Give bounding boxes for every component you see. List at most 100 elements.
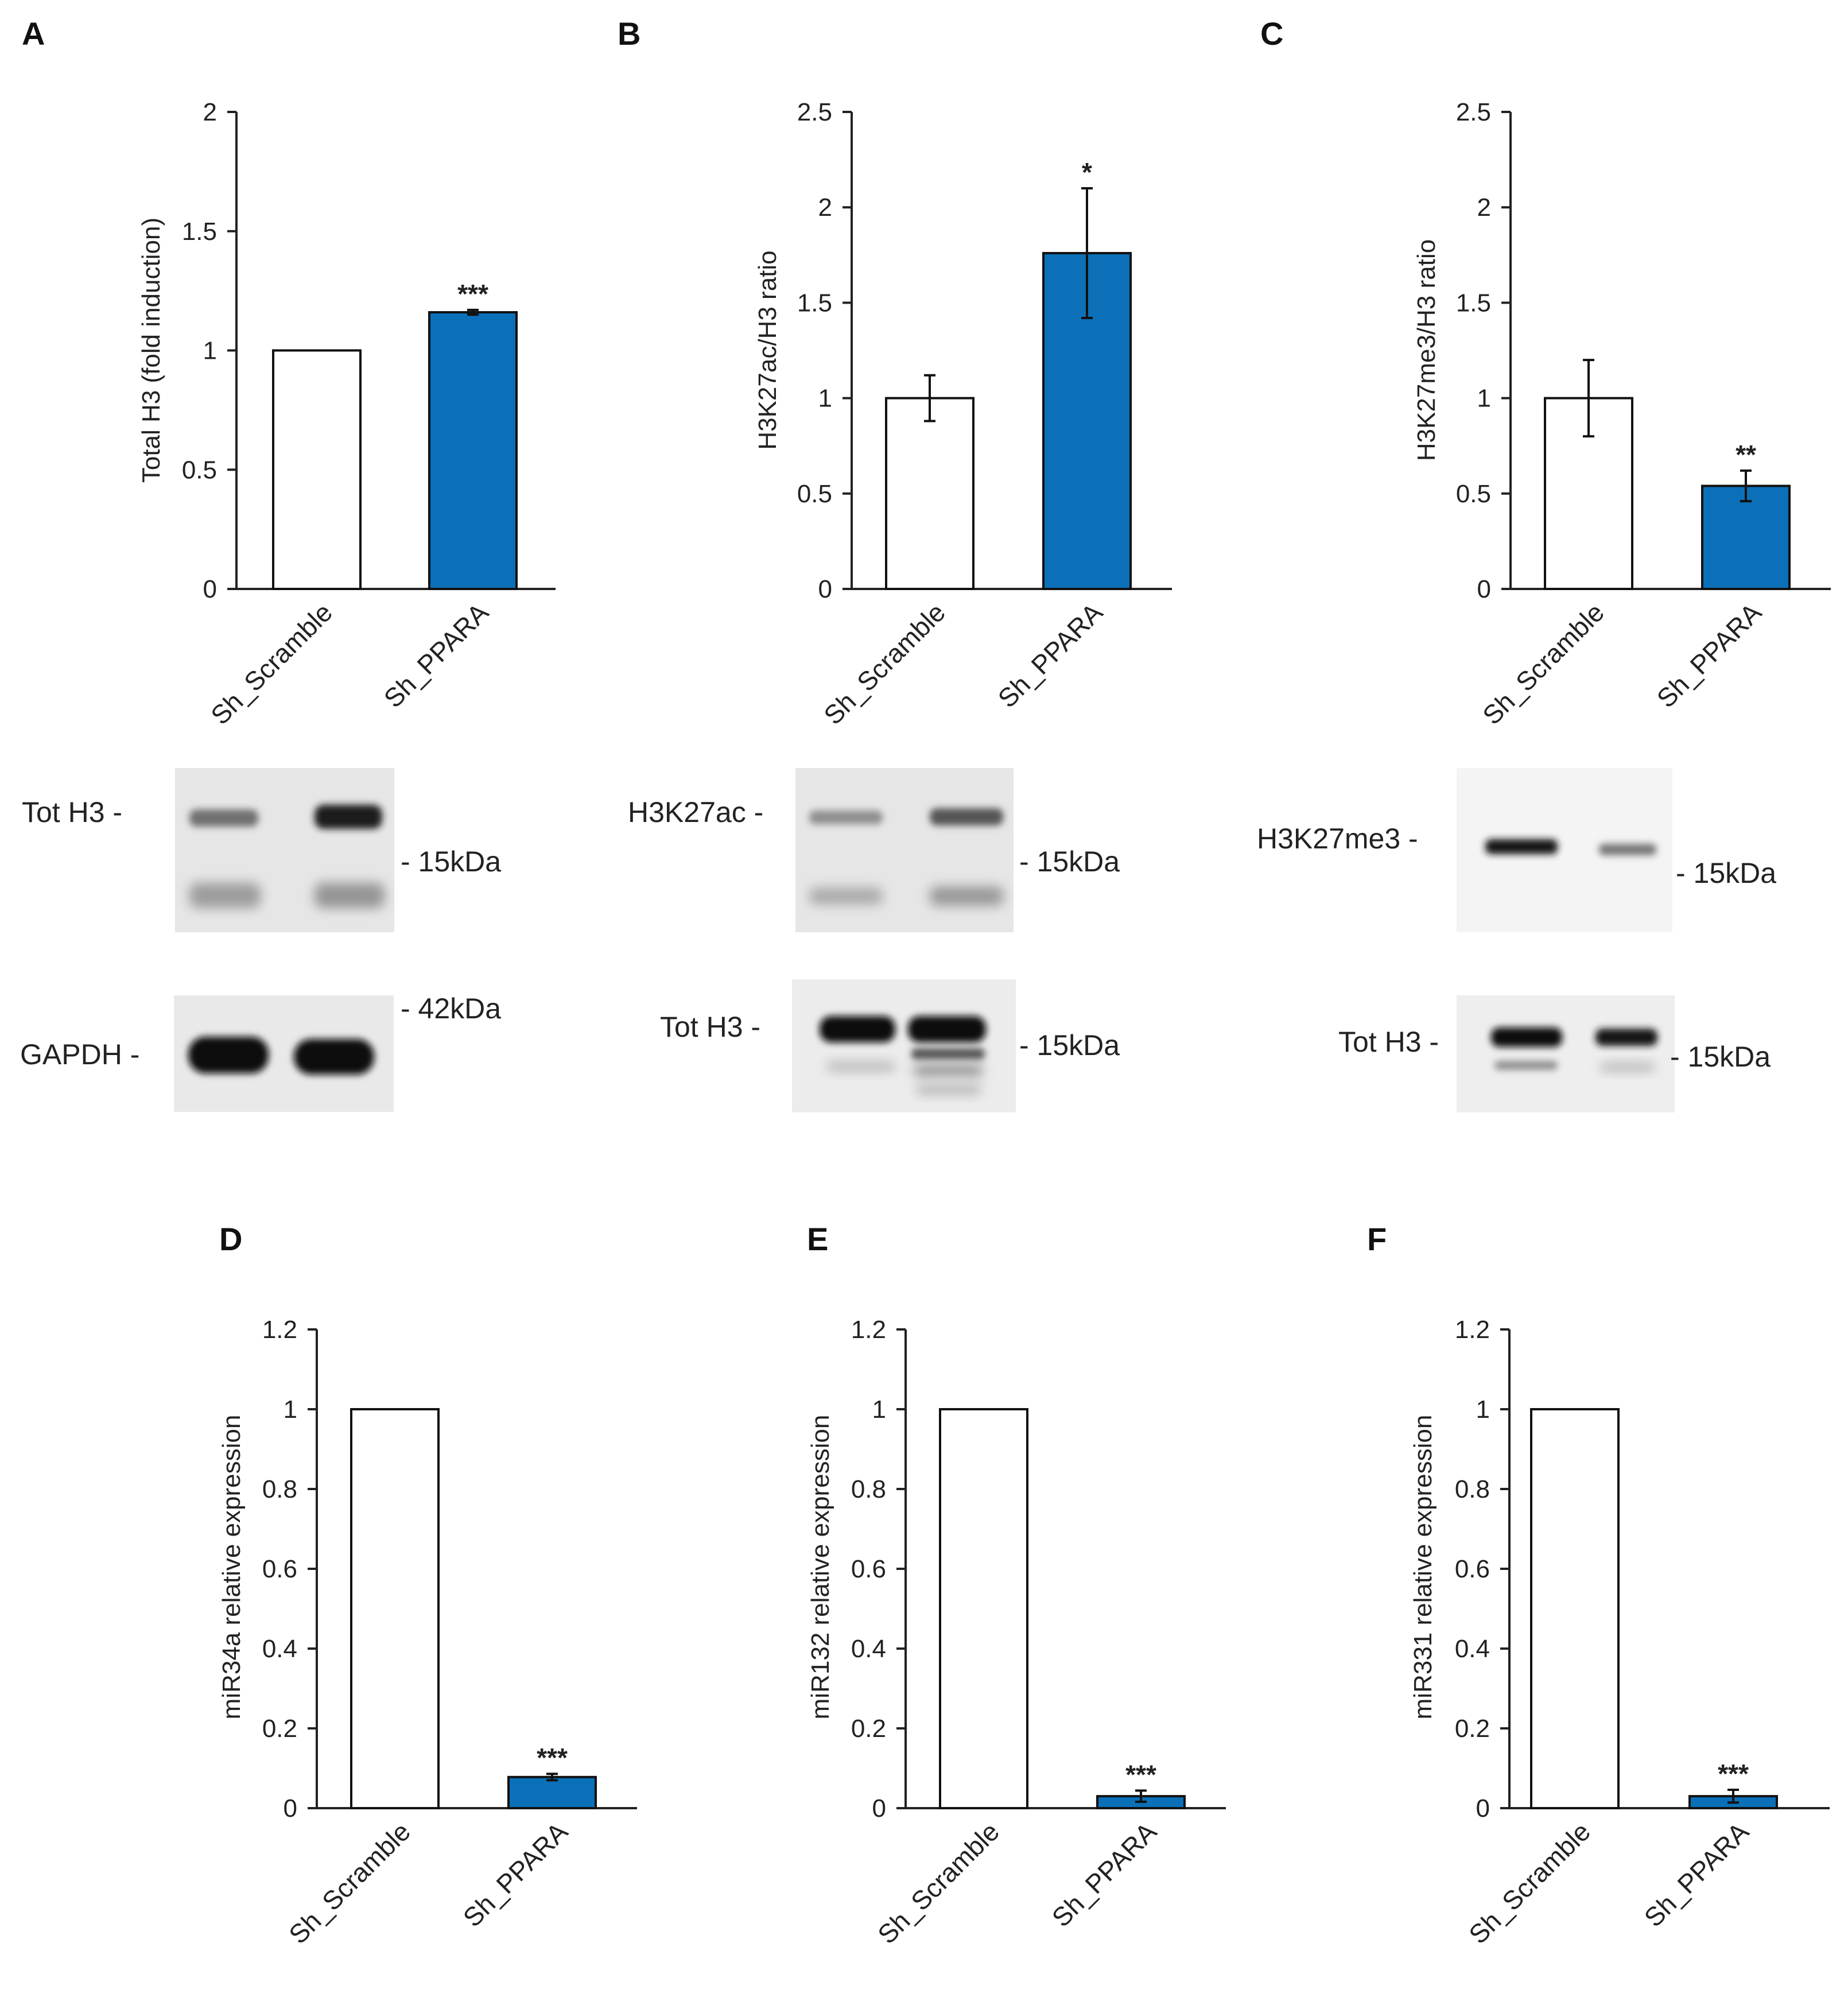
y-tick-label-d: 0.4 [262,1635,297,1663]
y-tick-label-a: 1 [203,337,217,365]
category-label-d: Sh_PPARA [457,1816,574,1933]
chart-b: 0 0.5 1 1.5 2 2.5 H3K27ac/H3 ratio Sh_Scramble *… [754,98,1172,730]
y-axis-label-e: miR132 relative expression [806,1415,834,1720]
y-tick-label-f: 1.2 [1455,1316,1490,1344]
panel-label-e: E [807,1221,828,1257]
category-label-b: Sh_Scramble [818,597,951,730]
y-tick-label-f: 0.8 [1455,1475,1490,1503]
y-tick-label-e: 1.2 [851,1316,886,1344]
y-tick-label-f: 1 [1476,1395,1490,1424]
y-tick-label-d: 1 [284,1395,297,1424]
category-label-a: Sh_PPARA [378,597,495,714]
y-tick-label-a: 1.5 [182,218,217,246]
significance-c: ** [1736,440,1756,470]
y-tick-label-a: 0.5 [182,456,217,484]
y-tick-label-e: 0 [872,1794,886,1823]
blot-b-lower-marker: - 15kDa [1019,1029,1120,1061]
y-axis-label-f: miR331 relative expression [1409,1415,1437,1720]
y-tick-label-d: 0.6 [262,1555,297,1583]
category-label-b: Sh_PPARA [992,597,1109,714]
y-tick-label-e: 0.6 [851,1555,886,1583]
chart-a: 0 0.5 1 1.5 2 Total H3 (fold induction) Sh_Scr… [137,98,556,730]
y-tick-label-e: 0.4 [851,1635,886,1663]
significance-d: *** [537,1743,568,1773]
blot-a-upper-label: Tot H3 - [22,796,122,828]
y-tick-label-e: 0.2 [851,1715,886,1743]
y-tick-label-d: 0 [284,1794,297,1823]
bar-e-scramble [939,1408,1028,1809]
blot-b-upper-marker: - 15kDa [1019,846,1120,878]
chart-d: 0 0.2 0.4 0.6 0.8 1 1.2 miR34a relative express… [218,1316,637,1949]
y-tick-label-e: 1 [872,1395,886,1424]
bar-d-ppara [507,1775,597,1810]
blot-b-lower-label: Tot H3 - [660,1011,760,1043]
y-tick-label-f: 0.6 [1455,1555,1490,1583]
bar-b-scramble [885,397,975,590]
blot-c-lower-label: Tot H3 - [1338,1026,1439,1058]
y-tick-label-b: 0.5 [797,480,832,508]
category-label-c: Sh_PPARA [1651,597,1768,714]
panel-label-b: B [618,15,640,52]
y-tick-label-c: 0 [1477,575,1491,603]
y-tick-label-b: 1 [818,385,832,413]
y-tick-label-c: 1.5 [1456,289,1491,317]
blot-c-upper [1457,768,1672,932]
blot-c-lower [1457,995,1675,1112]
blot-c-upper-label: H3K27me3 - [1257,823,1418,855]
y-axis-label-a: Total H3 (fold induction) [137,218,165,483]
y-tick-label-d: 1.2 [262,1316,297,1344]
category-label-e: Sh_PPARA [1046,1816,1163,1933]
y-tick-label-c: 2 [1477,193,1491,222]
category-label-c: Sh_Scramble [1477,597,1610,730]
y-tick-label-b: 1.5 [797,289,832,317]
blot-a-upper-marker: - 15kDa [401,846,501,878]
bar-f-scramble [1530,1408,1620,1809]
bar-b-ppara [1042,251,1132,590]
blot-a-upper [175,768,394,932]
bar-c-ppara [1701,484,1791,591]
panel-label-c: C [1260,15,1283,52]
significance-f: *** [1718,1759,1749,1789]
y-axis-label-b: H3K27ac/H3 ratio [754,250,782,449]
y-tick-label-b: 0 [818,575,832,603]
category-label-f: Sh_PPARA [1639,1816,1755,1933]
category-label-f: Sh_Scramble [1463,1816,1596,1949]
blot-a-lower-marker: - 42kDa [401,992,501,1025]
category-label-a: Sh_Scramble [205,597,338,730]
blot-c-lower-marker: - 15kDa [1670,1041,1771,1073]
significance-a: *** [457,279,488,309]
bar-d-scramble [350,1408,440,1809]
y-tick-label-f: 0.4 [1455,1635,1490,1663]
y-tick-label-b: 2 [818,193,832,222]
y-tick-label-f: 0 [1476,1794,1490,1823]
blot-b-upper-label: H3K27ac - [628,796,763,828]
blot-b-lower [792,979,1016,1112]
y-tick-label-b: 2.5 [797,98,832,126]
bar-a-ppara [428,311,518,591]
blot-a-lower-label: GAPDH - [20,1038,139,1071]
y-tick-label-c: 1 [1477,385,1491,413]
panel-label-d: D [219,1221,242,1257]
blot-a-lower [174,995,394,1112]
category-label-e: Sh_Scramble [872,1816,1005,1949]
significance-b: * [1082,157,1092,187]
y-axis-label-c: H3K27me3/H3 ratio [1412,239,1441,461]
y-axis-label-d: miR34a relative expression [218,1415,246,1720]
bar-a-scramble [272,349,362,590]
category-label-d: Sh_Scramble [283,1816,416,1949]
blot-b-upper [795,768,1014,932]
chart-f: 0 0.2 0.4 0.6 0.8 1 1.2 miR331 relative express… [1409,1316,1830,1949]
y-tick-label-d: 0.8 [262,1475,297,1503]
significance-e: *** [1125,1759,1156,1789]
y-tick-label-c: 0.5 [1456,480,1491,508]
chart-c: 0 0.5 1 1.5 2 2.5 H3K27me3/H3 ratio Sh_Scramble… [1412,98,1831,730]
y-tick-label-a: 0 [203,575,217,603]
y-tick-label-a: 2 [203,98,217,126]
y-tick-label-c: 2.5 [1456,98,1491,126]
blot-c-upper-marker: - 15kDa [1676,857,1776,889]
chart-e: 0 0.2 0.4 0.6 0.8 1 1.2 miR132 relative express… [806,1316,1226,1949]
y-tick-label-e: 0.8 [851,1475,886,1503]
panel-label-a: A [22,15,45,52]
panel-label-f: F [1367,1221,1387,1257]
y-tick-label-f: 0.2 [1455,1715,1490,1743]
